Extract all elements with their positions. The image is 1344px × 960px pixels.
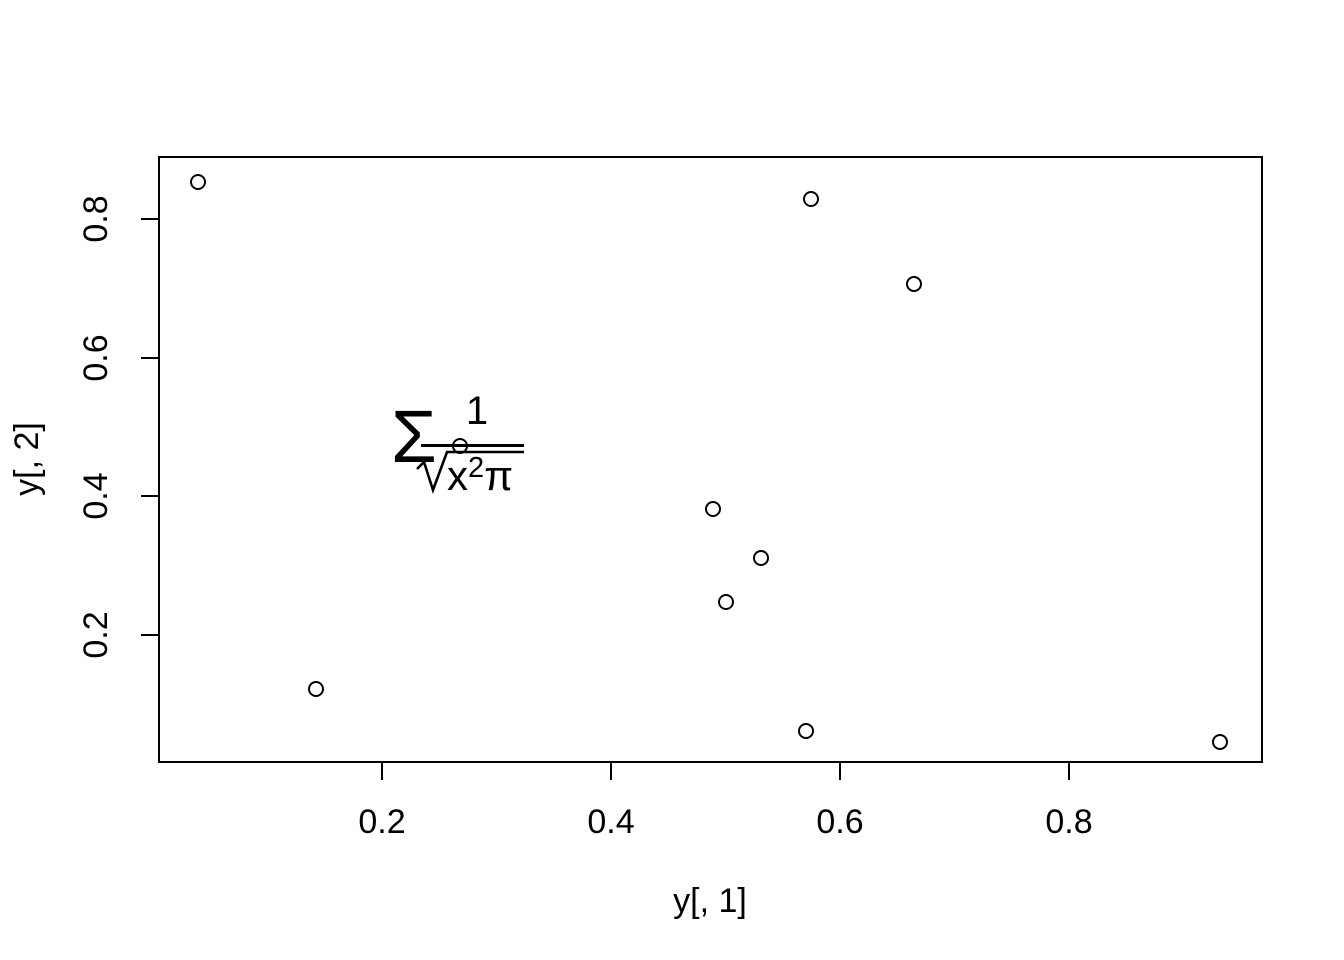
data-point	[752, 549, 769, 566]
data-point	[1212, 734, 1229, 751]
x-tick-mark	[381, 763, 383, 780]
x-axis-title: y[, 1]	[673, 882, 747, 920]
data-point	[307, 680, 324, 697]
y-tick-mark	[141, 495, 158, 498]
x-tick-label: 0.2	[358, 803, 406, 841]
radicand-exponent: 2	[468, 452, 485, 484]
fraction-numerator: 1	[465, 389, 489, 433]
x-tick-mark	[1068, 763, 1070, 780]
radicand-pi: π	[484, 452, 514, 499]
radicand: x2π	[447, 454, 513, 497]
x-tick-label: 0.4	[587, 803, 635, 841]
y-tick-label: 0.6	[77, 333, 115, 382]
y-tick-mark	[141, 356, 158, 359]
y-tick-label: 0.2	[77, 611, 115, 659]
y-tick-label: 0.8	[77, 195, 115, 243]
radicand-var: x	[447, 452, 468, 499]
data-point	[797, 723, 814, 740]
x-tick-mark	[839, 763, 841, 780]
data-point	[803, 190, 820, 207]
y-tick-mark	[141, 633, 158, 636]
data-point	[906, 276, 923, 293]
plot-area-box	[158, 156, 1263, 763]
data-point	[717, 594, 734, 611]
data-point	[189, 173, 206, 190]
sum-symbol: Σ	[391, 395, 437, 478]
y-axis-title: y[, 2]	[8, 422, 46, 496]
data-point	[704, 500, 721, 517]
x-tick-label: 0.6	[816, 803, 864, 841]
data-point	[451, 437, 468, 454]
x-tick-label: 0.8	[1045, 803, 1093, 841]
y-tick-label: 0.4	[77, 472, 115, 520]
fraction-bar	[421, 444, 524, 447]
sqrt-radical-icon	[416, 450, 524, 494]
y-tick-mark	[141, 218, 158, 220]
x-tick-mark	[610, 763, 612, 780]
